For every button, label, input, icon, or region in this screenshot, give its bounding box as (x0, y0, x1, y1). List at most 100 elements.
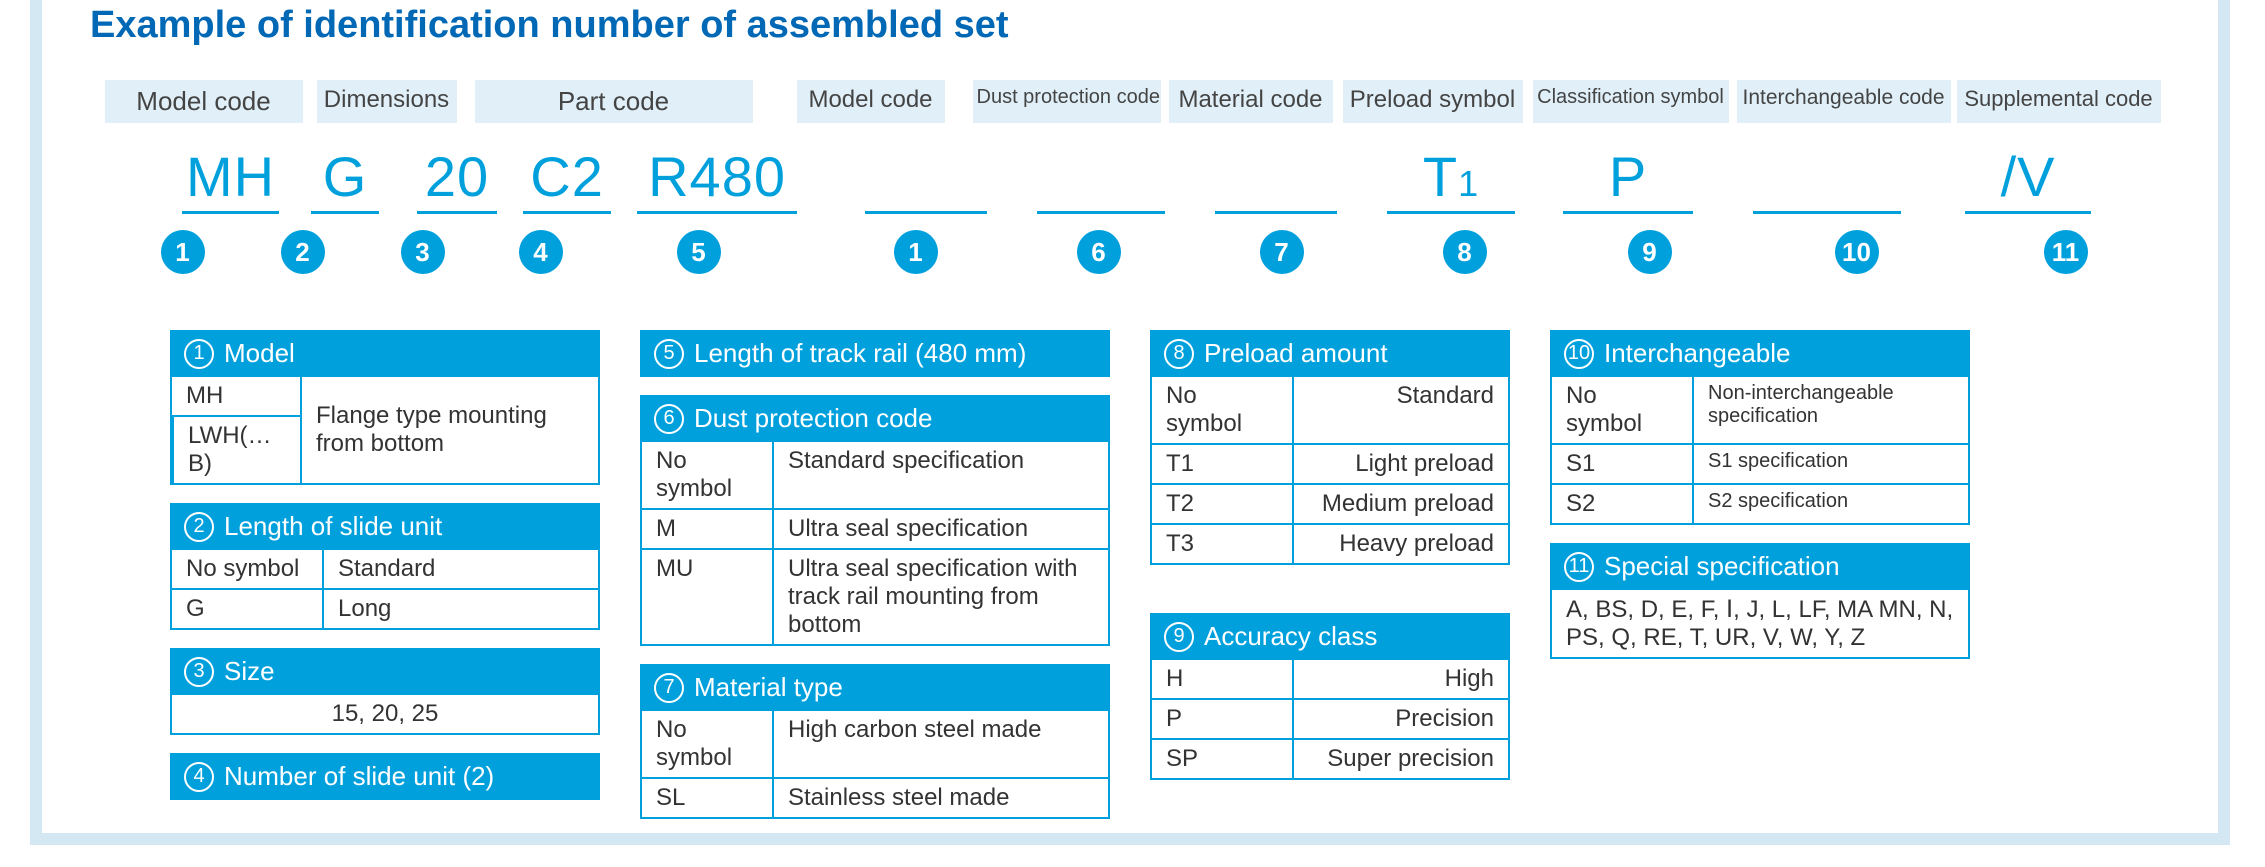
code-value: G (311, 140, 379, 214)
table-title: Dust protection code (694, 403, 932, 434)
index-badge: 10 (1835, 230, 1879, 274)
table-cell: H (1152, 660, 1292, 698)
table-cell: SL (642, 779, 772, 817)
legend-table: 2 Length of slide unit No symbolStandardGL… (170, 503, 600, 630)
legend-table: 7Material typeNo symbolHigh carbon steel… (640, 664, 1110, 819)
header-label: Model code (105, 80, 303, 123)
index-badge: 4 (519, 230, 563, 274)
index-badge: 3 (401, 230, 445, 274)
legend-table: 3 Size 15, 20, 25 (170, 648, 600, 735)
badge-cell: 2 (261, 230, 345, 274)
table-row: S1S1 specification (1552, 443, 1968, 483)
table-cell: Ultra seal specification with track rail… (772, 550, 1108, 644)
index-badge: 1 (894, 230, 938, 274)
table-title: Preload amount (1204, 338, 1388, 369)
table-cell: SP (1152, 740, 1292, 778)
index-circle: 1 (184, 339, 214, 369)
legend-table-header: 11 Special specification (1552, 545, 1968, 588)
legend-col-2: 5 Length of track rail (480 mm) 6Dust prot… (640, 330, 1110, 819)
table-cell: High carbon steel made (772, 711, 1108, 777)
table-row: No symbolStandard (1152, 375, 1508, 443)
table-row: SLStainless steel made (642, 777, 1108, 817)
badge-cell: 10 (1775, 230, 1939, 274)
table-row: HHigh (1152, 658, 1508, 698)
badge-cell: 3 (375, 230, 471, 274)
table-cell: M (642, 510, 772, 548)
diagram-title: Example of identification number of asse… (90, 4, 1019, 47)
index-circle: 11 (1564, 552, 1594, 582)
code-value: MH (182, 140, 279, 214)
legend-table-header: 9Accuracy class (1152, 615, 1508, 658)
badge-cell: 5 (611, 230, 787, 274)
legend-col-4: 10InterchangeableNo symbolNon-interchang… (1550, 330, 1970, 659)
code-value: P (1563, 140, 1693, 214)
table-cell: LWH(…B) (172, 415, 300, 483)
table-cell: Ultra seal specification (772, 510, 1108, 548)
table-cell: Precision (1292, 700, 1508, 738)
table-cell: P (1152, 700, 1292, 738)
table-cell: T3 (1152, 525, 1292, 563)
legend-table-header: 4Number of slide unit (2) (172, 755, 598, 798)
legend-table-header: 6Dust protection code (642, 397, 1108, 440)
code-value: /V (1965, 140, 2091, 214)
badge-cell: 6 (1027, 230, 1171, 274)
index-badge: 5 (677, 230, 721, 274)
table-cell: G (172, 590, 322, 628)
index-circle: 5 (654, 339, 684, 369)
table-cell: S1 specification (1692, 445, 1968, 483)
table-cell: High (1292, 660, 1508, 698)
badge-row: 12345167891011 (0, 230, 2265, 274)
code-value (1753, 140, 1901, 214)
table-title: Interchangeable (1604, 338, 1790, 369)
legend-table: 8Preload amountNo symbolStandardT1Light … (1150, 330, 1510, 565)
table-row: No symbolStandard specification (642, 440, 1108, 508)
index-circle: 2 (184, 512, 214, 542)
legend-table: 9Accuracy classHHighPPrecisionSPSuper pr… (1150, 613, 1510, 780)
table-title: Accuracy class (1204, 621, 1377, 652)
header-label: Part code (475, 80, 753, 123)
legend-col-3: 8Preload amountNo symbolStandardT1Light … (1150, 330, 1510, 780)
table-row: No symbolNon-interchangeable specificati… (1552, 375, 1968, 443)
header-label: Supplemental code (1957, 80, 2161, 123)
header-row: Model codeDimensionsPart codeModel codeD… (0, 80, 2265, 123)
index-circle: 7 (654, 673, 684, 703)
table-title: Model (224, 338, 295, 369)
table-row: PPrecision (1152, 698, 1508, 738)
code-value: T1 (1387, 140, 1515, 214)
table-cell: S2 specification (1692, 485, 1968, 523)
code-value: R480 (637, 140, 797, 214)
table-cell: Light preload (1292, 445, 1508, 483)
table-title: Size (224, 656, 275, 687)
table-cell: Long (322, 590, 598, 628)
header-label: Interchangeable code (1737, 80, 1951, 123)
legend-table-header: 3 Size (172, 650, 598, 693)
table-cell: Super precision (1292, 740, 1508, 778)
legend-columns: 1ModelMHLWH(…B)Flange type mountingfrom … (170, 330, 1970, 819)
table-title: Length of slide unit (224, 511, 442, 542)
index-circle: 3 (184, 657, 214, 687)
table-row: No symbolStandard (172, 548, 598, 588)
table-title: Length of track rail (480 mm) (694, 338, 1026, 369)
legend-table-header: 5 Length of track rail (480 mm) (642, 332, 1108, 375)
table-cell: No symbol (172, 550, 322, 588)
code-value: C2 (523, 140, 611, 214)
legend-table: 4Number of slide unit (2) (170, 753, 600, 800)
table-title: Special specification (1604, 551, 1840, 582)
index-badge: 6 (1077, 230, 1121, 274)
table-cell: Standard (322, 550, 598, 588)
table-row: A, BS, D, E, F, Ⅰ, J, L, LF, MA MN, N, P… (1552, 588, 1968, 657)
table-cell: Non-interchangeable specification (1692, 377, 1968, 443)
table-cell: Stainless steel made (772, 779, 1108, 817)
legend-table: 1ModelMHLWH(…B)Flange type mountingfrom … (170, 330, 600, 485)
index-badge: 2 (281, 230, 325, 274)
table-row: 15, 20, 25 (172, 693, 598, 733)
code-value: 20 (417, 140, 497, 214)
legend-table-header: 1 Model (172, 332, 598, 375)
table-row: S2S2 specification (1552, 483, 1968, 523)
table-cell: Heavy preload (1292, 525, 1508, 563)
legend-table: 10InterchangeableNo symbolNon-interchang… (1550, 330, 1970, 525)
legend-table-header: 7Material type (642, 666, 1108, 709)
code-value (865, 140, 987, 214)
header-label: Classification symbol (1533, 80, 1729, 123)
badge-cell: 9 (1577, 230, 1723, 274)
